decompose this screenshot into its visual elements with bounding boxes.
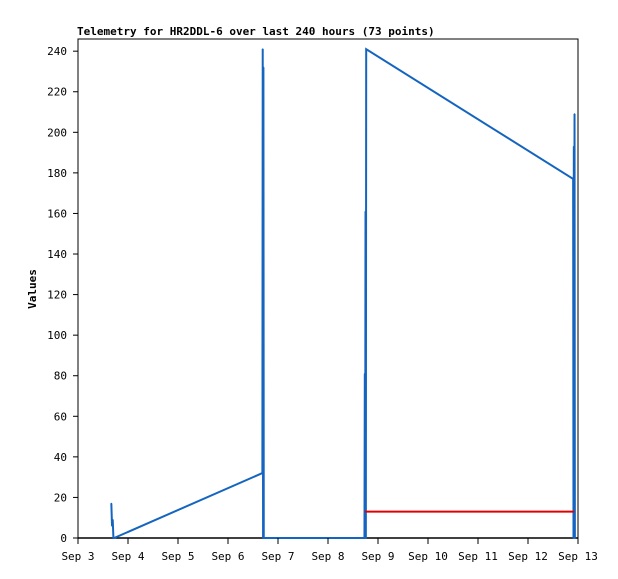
data-point [365, 537, 367, 539]
y-tick-label: 120 [47, 289, 67, 302]
x-tick-label: Sep 4 [111, 550, 144, 563]
y-tick-label: 140 [47, 248, 67, 261]
data-point [572, 178, 574, 180]
x-tick-label: Sep 3 [61, 550, 94, 563]
data-point [111, 518, 114, 521]
x-tick-label: Sep 7 [261, 550, 294, 563]
data-point [111, 525, 113, 527]
y-tick-label: 60 [54, 410, 67, 423]
y-tick-label: 100 [47, 329, 67, 342]
data-point [365, 48, 367, 50]
x-tick-label: Sep 5 [161, 550, 194, 563]
y-axis: 0 20 40 60 80 100 120 140 160 180 200 220 240 [47, 45, 78, 545]
x-tick-label: Sep 6 [211, 550, 244, 563]
data-point [262, 537, 265, 539]
plot-area [77, 38, 579, 539]
data-point [573, 510, 575, 513]
data-point [573, 145, 575, 148]
data-point [261, 48, 264, 50]
x-axis: Sep 3 Sep 4 Sep 5 Sep 6 Sep 7 Sep 8 Sep 9 Sep 1… [61, 538, 598, 563]
y-tick-label: 40 [54, 451, 67, 464]
y-tick-label: 220 [47, 86, 67, 99]
y-tick-label: 240 [47, 45, 67, 58]
y-tick-label: 20 [54, 491, 67, 504]
y-tick-label: 0 [60, 532, 67, 545]
x-tick-label: Sep 9 [361, 550, 394, 563]
x-tick-label: Sep 13 [558, 550, 598, 563]
y-tick-label: 160 [47, 207, 67, 220]
y-tick-label: 80 [54, 370, 67, 383]
chart-title: Telemetry for HR2DDL-6 over last 240 hou… [77, 25, 435, 38]
plot-border [77, 38, 579, 539]
data-point [113, 537, 115, 539]
series-layer [110, 47, 576, 539]
data-point [364, 510, 367, 513]
series-line-1 [110, 47, 576, 539]
data-point [573, 113, 576, 115]
data-point [262, 66, 265, 69]
data-point [110, 502, 113, 505]
data-point [261, 472, 264, 474]
x-tick-label: Sep 10 [408, 550, 448, 563]
y-axis-label: Values [26, 269, 39, 309]
x-tick-label: Sep 8 [311, 550, 344, 563]
y-tick-label: 180 [47, 167, 67, 180]
x-tick-label: Sep 12 [508, 550, 548, 563]
x-tick-label: Sep 11 [458, 550, 498, 563]
data-point [574, 537, 576, 539]
data-point [364, 210, 367, 213]
data-point [364, 372, 366, 375]
y-tick-label: 200 [47, 126, 67, 139]
